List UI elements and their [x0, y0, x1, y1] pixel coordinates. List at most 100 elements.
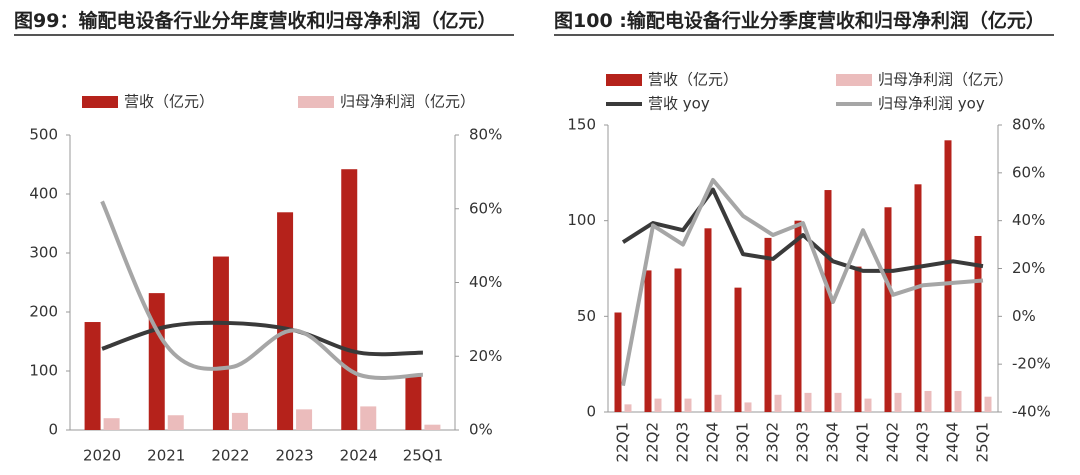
x-tick-label: 22Q1	[614, 422, 632, 462]
legend-label: 营收（亿元）	[648, 71, 738, 89]
legend-swatch	[836, 74, 872, 86]
bar	[684, 398, 692, 412]
legend-swatch	[606, 74, 642, 86]
x-tick-label: 24Q3	[914, 422, 932, 462]
bar	[864, 398, 872, 412]
x-tick-label: 25Q1	[403, 447, 443, 465]
bar	[84, 322, 101, 430]
chart-title: 图99：输配电设备行业分年度营收和归母净利润（亿元）	[14, 10, 514, 36]
bar	[674, 268, 682, 412]
line	[621, 187, 984, 273]
x-tick-label: 22Q2	[644, 422, 662, 462]
bar	[954, 390, 962, 412]
bar	[231, 412, 248, 430]
bar	[884, 207, 892, 412]
legend-label: 归母净利润（亿元）	[340, 93, 475, 111]
line	[100, 200, 423, 380]
chart-title: 图100 :输配电设备行业分季度营收和归母净利润（亿元）	[554, 10, 1054, 36]
bar	[424, 424, 441, 430]
x-tick-label: 23Q1	[734, 422, 752, 462]
bar	[914, 184, 922, 412]
bar	[714, 394, 722, 412]
line	[101, 320, 423, 357]
bar	[924, 390, 932, 412]
x-tick-label: 24Q2	[884, 422, 902, 462]
y2-tick-label: -40%	[1012, 403, 1051, 421]
bar	[103, 418, 120, 430]
bar	[894, 392, 902, 412]
y-tick-label: 500	[29, 126, 58, 144]
panel: 图99：输配电设备行业分年度营收和归母净利润（亿元） 0 100 200 300 400…	[14, 10, 514, 465]
x-tick-label: 2020	[83, 447, 121, 465]
y2-tick-label: 0%	[1012, 307, 1036, 325]
bar	[296, 409, 313, 430]
legend-label: 营收 yoy	[648, 95, 710, 113]
legend-swatch	[298, 96, 334, 108]
line	[621, 178, 984, 387]
panel: 图100 :输配电设备行业分季度营收和归母净利润（亿元） 0 50 100 150 -4…	[540, 0, 1080, 475]
bar	[764, 237, 772, 412]
y-tick-label: 100	[567, 211, 596, 229]
x-tick-label: 2023	[275, 447, 313, 465]
bar	[654, 398, 662, 412]
bar	[360, 406, 377, 430]
bar	[148, 293, 165, 430]
y-tick-label: 400	[29, 185, 58, 203]
bar	[614, 312, 622, 412]
y2-tick-label: 40%	[1012, 211, 1045, 229]
chart: 0 100 200 300 400 500 0% 20% 40% 60% 80% 2020 2021 20…	[29, 93, 502, 465]
y2-tick-label: 0%	[469, 421, 493, 439]
bar	[212, 256, 229, 430]
bar	[624, 404, 632, 412]
bar	[341, 169, 358, 430]
bar	[984, 396, 992, 412]
y-tick-label: 100	[29, 362, 58, 380]
y2-tick-label: -20%	[1012, 355, 1051, 373]
x-tick-label: 23Q2	[764, 422, 782, 462]
bar	[944, 140, 952, 412]
legend-label: 营收（亿元）	[124, 93, 214, 111]
bar	[734, 287, 742, 412]
y-tick-label: 300	[29, 244, 58, 262]
x-tick-label: 23Q4	[824, 422, 842, 462]
x-tick-label: 22Q3	[674, 422, 692, 462]
bar	[277, 212, 294, 430]
x-tick-label: 2021	[147, 447, 185, 465]
bar	[794, 220, 802, 412]
bar	[824, 190, 832, 412]
x-tick-label: 24Q4	[944, 422, 962, 462]
y-tick-label: 0	[586, 403, 596, 421]
y-tick-label: 150	[567, 116, 596, 134]
y2-tick-label: 20%	[1012, 259, 1045, 277]
x-tick-label: 25Q1	[974, 422, 992, 462]
bar	[854, 266, 862, 412]
y2-tick-label: 80%	[469, 126, 502, 144]
legend-label: 归母净利润 yoy	[878, 95, 985, 113]
legend-swatch	[82, 96, 118, 108]
x-tick-label: 2024	[340, 447, 378, 465]
bar	[774, 394, 782, 412]
y2-tick-label: 40%	[469, 273, 502, 291]
x-tick-label: 24Q1	[854, 422, 872, 462]
bar	[704, 228, 712, 412]
y-tick-label: 0	[48, 421, 58, 439]
x-tick-label: 22Q4	[704, 422, 722, 462]
y2-tick-label: 20%	[469, 347, 502, 365]
x-tick-label: 23Q3	[794, 422, 812, 462]
bar	[744, 402, 752, 412]
y-tick-label: 200	[29, 303, 58, 321]
y2-tick-label: 60%	[1012, 163, 1045, 181]
x-tick-label: 2022	[211, 447, 249, 465]
bar	[974, 235, 982, 412]
y-tick-label: 50	[577, 307, 596, 325]
legend-label: 归母净利润（亿元）	[878, 71, 1013, 89]
bar	[804, 392, 812, 412]
y2-tick-label: 80%	[1012, 116, 1045, 134]
bar	[167, 415, 184, 430]
bar	[834, 392, 842, 412]
y2-tick-label: 60%	[469, 199, 502, 217]
bar	[405, 375, 422, 430]
chart: 0 50 100 150 -40% -20% 0% 20% 40% 60% 80% 22Q1 22Q2 2…	[567, 71, 1051, 463]
bar	[644, 270, 652, 412]
